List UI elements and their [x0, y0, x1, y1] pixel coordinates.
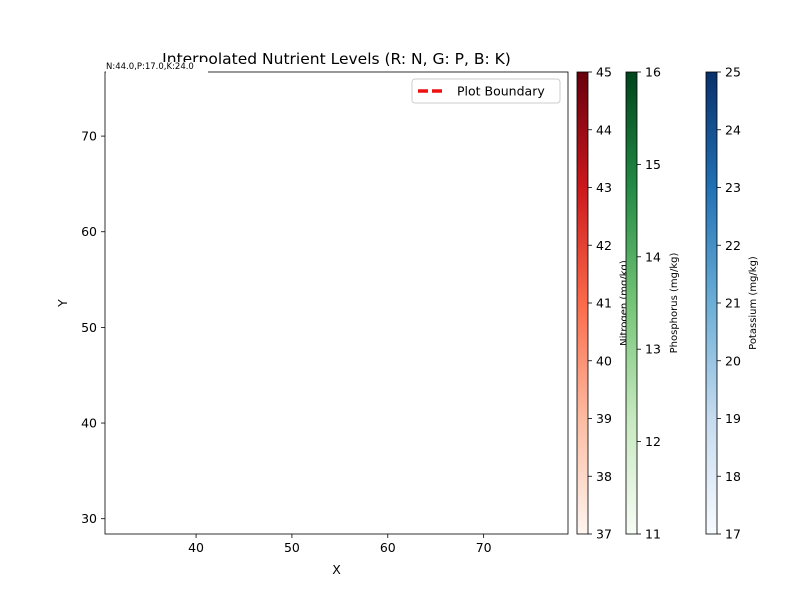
colorbar-2	[625, 71, 638, 535]
colorbar-tick-label: 15	[645, 157, 661, 172]
legend-label: Plot Boundary	[457, 84, 545, 99]
colorbar-tick-label: 16	[645, 65, 661, 80]
colorbar-tick-label: 11	[645, 527, 661, 542]
y-tick-label: 60	[81, 224, 97, 239]
colorbars: 37 38 39 40 41 42 43 44 45 Nitrogen (mg/kg) 11 12 13…	[576, 65, 759, 542]
main-axes: 40 50 60 70 30 40 50 60 70 Interpolated Nutrient …	[55, 50, 569, 577]
colorbar-tick-label: 21	[725, 296, 741, 311]
colorbar-tick-label: 41	[596, 296, 612, 311]
colorbar-tick-label: 17	[725, 527, 741, 542]
colorbar-tick-label: 24	[725, 122, 741, 137]
y-axis-label: Y	[55, 299, 70, 308]
colorbar-tick-label: 37	[596, 527, 612, 542]
plot-area	[105, 72, 568, 534]
colorbar-tick-label: 44	[596, 122, 612, 137]
colorbar-tick-label: 18	[725, 469, 741, 484]
colorbar-tick-label: 43	[596, 180, 612, 195]
colorbar-label: Potassium (mg/kg)	[748, 256, 759, 350]
colorbar-label: Phosphorus (mg/kg)	[669, 253, 680, 354]
chart-title: Interpolated Nutrient Levels (R: N, G: P…	[162, 50, 511, 68]
colorbar-tick-label: 39	[596, 411, 612, 426]
colorbar-tick-label: 19	[725, 411, 741, 426]
colorbar-tick-label: 13	[645, 342, 661, 357]
x-tick-label: 50	[284, 540, 300, 555]
colorbar-tick-label: 20	[725, 353, 741, 368]
colorbar-tick-label: 14	[645, 249, 661, 264]
y-tick-label: 50	[81, 320, 97, 335]
colorbar-tick-label: 40	[596, 353, 612, 368]
annotation-box	[106, 62, 208, 75]
x-tick-label: 40	[188, 540, 204, 555]
colorbar-tick-label: 45	[596, 65, 612, 80]
colorbar-3	[705, 71, 718, 535]
colorbar-tick-label: 12	[645, 434, 661, 449]
x-axis-label: X	[332, 562, 341, 577]
point-annotation: N:44.0,P:17.0,K:24.0	[106, 62, 194, 72]
colorbar-tick-label: 42	[596, 238, 612, 253]
colorbar-tick-label: 25	[725, 65, 741, 80]
y-tick-label: 40	[81, 416, 97, 431]
x-tick-label: 70	[476, 540, 492, 555]
colorbar-tick-label: 23	[725, 180, 741, 195]
y-tick-label: 30	[81, 511, 97, 526]
colorbar-tick-label: 22	[725, 238, 741, 253]
axes-frame	[104, 71, 569, 535]
colorbar-label: Nitrogen (mg/kg)	[619, 260, 630, 346]
x-tick-label: 60	[380, 540, 396, 555]
legend-box	[411, 78, 561, 104]
y-tick-label: 70	[81, 129, 97, 144]
colorbar-tick-label: 38	[596, 469, 612, 484]
colorbar-1	[576, 71, 589, 535]
